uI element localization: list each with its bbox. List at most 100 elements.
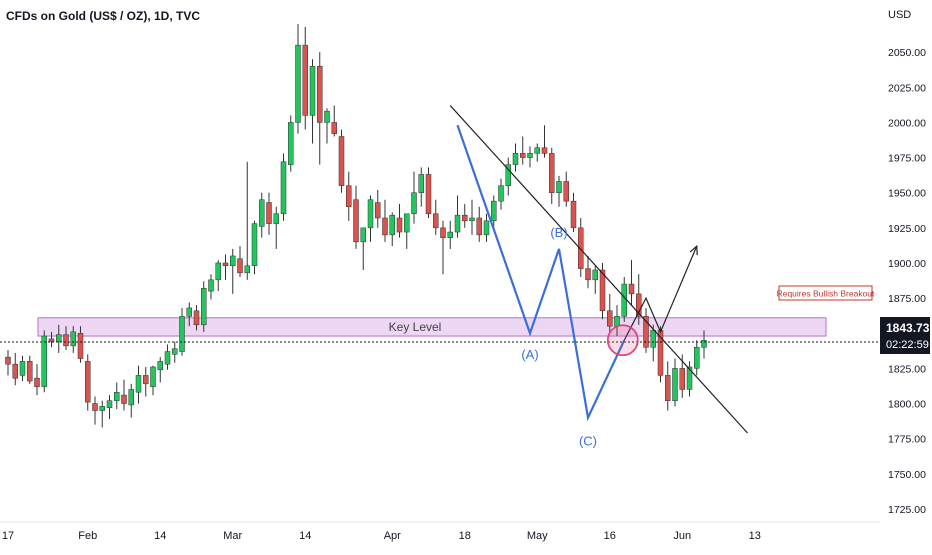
candle-body[interactable]	[266, 202, 272, 224]
candle-body[interactable]	[375, 202, 381, 219]
candle-body[interactable]	[425, 174, 432, 215]
candle-body[interactable]	[41, 335, 47, 387]
candle-body[interactable]	[121, 394, 127, 404]
candle-body[interactable]	[48, 338, 55, 342]
candle-body[interactable]	[92, 403, 98, 411]
descending-trendline[interactable]	[449, 105, 748, 434]
candle-body[interactable]	[440, 227, 446, 238]
candle-body[interactable]	[280, 161, 287, 215]
candle-body[interactable]	[404, 213, 410, 233]
candle-body[interactable]	[222, 262, 229, 267]
candle-body[interactable]	[251, 223, 258, 267]
candle-body[interactable]	[382, 217, 388, 236]
candle-body[interactable]	[106, 400, 113, 408]
candle-body[interactable]	[621, 283, 627, 317]
candle-body[interactable]	[324, 110, 330, 123]
x-axis[interactable]: 17 Feb 14 Mar 14 Apr 18 May 16 Jun 13	[0, 521, 880, 542]
candle-body[interactable]	[520, 153, 526, 158]
candle-body[interactable]	[34, 377, 40, 387]
candle-body[interactable]	[309, 65, 316, 116]
candle-body[interactable]	[694, 347, 700, 369]
candle-body[interactable]	[679, 368, 685, 390]
candle-body[interactable]	[143, 375, 149, 385]
candle-body[interactable]	[628, 283, 635, 295]
candle-body[interactable]	[317, 65, 323, 123]
candle-body[interactable]	[491, 200, 497, 222]
candle-body[interactable]	[338, 136, 345, 186]
candle-body[interactable]	[164, 351, 171, 365]
candle-body[interactable]	[454, 214, 461, 233]
candle-body[interactable]	[288, 122, 294, 165]
candle-body[interactable]	[686, 366, 693, 390]
candle-body[interactable]	[302, 44, 308, 116]
candle-body[interactable]	[230, 255, 236, 267]
candle-body[interactable]	[534, 147, 540, 154]
candle-body[interactable]	[607, 310, 613, 327]
candle-body[interactable]	[114, 392, 120, 401]
candle-body[interactable]	[295, 44, 301, 123]
candle-body[interactable]	[592, 269, 598, 281]
candle-body[interactable]	[665, 375, 671, 401]
candle-body[interactable]	[614, 316, 620, 327]
candle-body[interactable]	[157, 361, 163, 371]
candle-body[interactable]	[541, 147, 548, 154]
candle-body[interactable]	[570, 200, 577, 229]
candle-body[interactable]	[462, 214, 468, 222]
candle-body[interactable]	[85, 361, 91, 403]
candle-body[interactable]	[396, 217, 403, 233]
candle-body[interactable]	[433, 213, 439, 229]
candle-body[interactable]	[650, 330, 656, 348]
candle-body[interactable]	[193, 310, 200, 326]
candle-body[interactable]	[360, 227, 366, 243]
candle-body[interactable]	[135, 375, 142, 393]
candle-body[interactable]	[215, 262, 221, 281]
candle-body[interactable]	[150, 366, 156, 387]
candle-body[interactable]	[63, 334, 69, 347]
candle-body[interactable]	[172, 348, 178, 355]
candle-body[interactable]	[70, 331, 76, 347]
candle-body[interactable]	[19, 361, 26, 376]
candle-body[interactable]	[201, 288, 207, 326]
candle-body[interactable]	[469, 217, 475, 222]
candle-body[interactable]	[578, 227, 584, 269]
candle-body[interactable]	[389, 214, 395, 236]
candle-body[interactable]	[418, 174, 424, 193]
candle-body[interactable]	[12, 363, 18, 379]
candle-body[interactable]	[563, 181, 569, 202]
candle-body[interactable]	[672, 368, 678, 401]
candle-body[interactable]	[549, 153, 555, 193]
candle-body[interactable]	[244, 265, 250, 274]
candle-body[interactable]	[556, 181, 562, 193]
candle-body[interactable]	[346, 185, 352, 208]
candle-body[interactable]	[99, 406, 105, 411]
candle-body[interactable]	[636, 293, 642, 317]
candle-body[interactable]	[599, 269, 606, 312]
candle-body[interactable]	[505, 164, 511, 186]
candle-body[interactable]	[512, 153, 519, 165]
candle-body[interactable]	[208, 279, 214, 292]
candle-body[interactable]	[353, 199, 359, 243]
candle-body[interactable]	[331, 122, 337, 134]
candle-body[interactable]	[498, 185, 504, 202]
candle-body[interactable]	[237, 258, 243, 274]
candle-body[interactable]	[483, 220, 490, 236]
candle-body[interactable]	[367, 199, 374, 229]
candle-body[interactable]	[411, 192, 417, 215]
candle-body[interactable]	[701, 340, 707, 348]
candle-body[interactable]	[476, 217, 482, 236]
candle-body[interactable]	[56, 334, 62, 342]
candle-body[interactable]	[179, 316, 185, 352]
y-axis[interactable]: 2050.00 2025.00 2000.00 1975.00 1950.00 1925.…	[888, 47, 926, 516]
candle-body[interactable]	[643, 316, 649, 348]
candle-body[interactable]	[128, 389, 134, 406]
candle-body[interactable]	[259, 199, 265, 227]
candle-body[interactable]	[5, 356, 11, 365]
abc-correction-wave[interactable]	[456, 124, 626, 422]
candle-body[interactable]	[186, 307, 192, 317]
candle-body[interactable]	[447, 231, 453, 238]
candle-body[interactable]	[585, 268, 591, 281]
candle-body[interactable]	[527, 153, 533, 158]
candle-body[interactable]	[273, 213, 279, 224]
candle-body[interactable]	[77, 332, 84, 359]
